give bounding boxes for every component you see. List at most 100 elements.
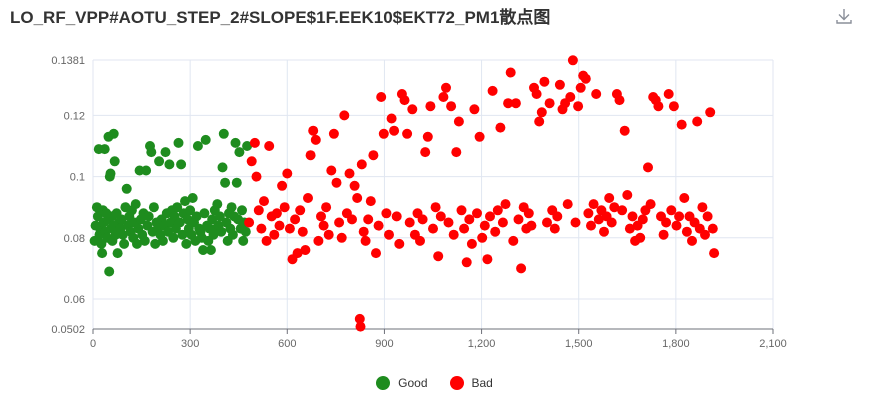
data-point-good[interactable] bbox=[117, 229, 128, 240]
data-point-bad[interactable] bbox=[604, 193, 615, 203]
data-point-bad[interactable] bbox=[562, 199, 573, 210]
data-point-bad[interactable] bbox=[567, 55, 578, 66]
data-point-good[interactable] bbox=[187, 193, 198, 203]
data-point-bad[interactable] bbox=[282, 168, 293, 179]
data-point-bad[interactable] bbox=[323, 229, 334, 240]
data-point-bad[interactable] bbox=[687, 235, 697, 246]
data-point-bad[interactable] bbox=[513, 214, 524, 225]
data-point-bad[interactable] bbox=[523, 208, 534, 219]
data-point-bad[interactable] bbox=[430, 202, 441, 213]
data-point-bad[interactable] bbox=[249, 137, 260, 148]
data-point-good[interactable] bbox=[216, 226, 227, 237]
data-point-good[interactable] bbox=[143, 211, 154, 222]
data-point-bad[interactable] bbox=[674, 211, 685, 222]
data-point-bad[interactable] bbox=[448, 229, 459, 240]
data-point-bad[interactable] bbox=[313, 235, 324, 246]
data-point-good[interactable] bbox=[99, 144, 110, 155]
data-point-bad[interactable] bbox=[300, 245, 311, 255]
data-point-bad[interactable] bbox=[580, 73, 591, 84]
data-point-bad[interactable] bbox=[497, 217, 508, 228]
data-point-bad[interactable] bbox=[510, 98, 521, 109]
data-point-bad[interactable] bbox=[246, 156, 257, 167]
data-point-bad[interactable] bbox=[259, 196, 269, 207]
data-point-good[interactable] bbox=[108, 128, 119, 139]
data-point-bad[interactable] bbox=[433, 251, 444, 262]
data-point-bad[interactable] bbox=[303, 193, 313, 203]
data-point-bad[interactable] bbox=[365, 196, 376, 207]
data-point-bad[interactable] bbox=[658, 229, 669, 240]
data-point-bad[interactable] bbox=[316, 211, 326, 222]
data-point-bad[interactable] bbox=[407, 104, 418, 115]
data-point-bad[interactable] bbox=[542, 217, 552, 228]
data-point-bad[interactable] bbox=[360, 235, 371, 246]
data-point-bad[interactable] bbox=[349, 180, 360, 191]
data-point-bad[interactable] bbox=[490, 226, 501, 237]
data-point-bad[interactable] bbox=[253, 205, 264, 216]
data-point-good[interactable] bbox=[214, 211, 225, 222]
data-point-bad[interactable] bbox=[453, 116, 464, 127]
data-point-bad[interactable] bbox=[609, 202, 620, 213]
data-point-good[interactable] bbox=[230, 137, 241, 148]
data-point-good[interactable] bbox=[227, 229, 238, 240]
data-point-good[interactable] bbox=[160, 147, 171, 158]
data-point-bad[interactable] bbox=[264, 141, 275, 151]
data-point-bad[interactable] bbox=[425, 101, 436, 112]
data-point-bad[interactable] bbox=[331, 177, 342, 188]
data-point-bad[interactable] bbox=[539, 76, 550, 87]
data-point-bad[interactable] bbox=[614, 95, 625, 106]
data-point-bad[interactable] bbox=[479, 220, 490, 231]
data-point-bad[interactable] bbox=[606, 217, 617, 228]
data-point-bad[interactable] bbox=[531, 89, 542, 99]
data-point-bad[interactable] bbox=[399, 95, 410, 106]
data-point-bad[interactable] bbox=[363, 214, 374, 225]
data-point-bad[interactable] bbox=[394, 238, 405, 249]
data-point-good[interactable] bbox=[119, 238, 130, 249]
data-point-good[interactable] bbox=[174, 217, 185, 228]
data-point-bad[interactable] bbox=[435, 211, 446, 222]
data-point-good[interactable] bbox=[185, 205, 196, 216]
data-point-bad[interactable] bbox=[526, 220, 537, 231]
data-point-bad[interactable] bbox=[422, 131, 433, 142]
data-point-good[interactable] bbox=[176, 159, 187, 170]
data-point-bad[interactable] bbox=[415, 235, 425, 246]
data-point-bad[interactable] bbox=[588, 199, 599, 210]
data-point-bad[interactable] bbox=[503, 98, 514, 109]
data-point-bad[interactable] bbox=[339, 110, 350, 121]
data-point-good[interactable] bbox=[148, 202, 159, 213]
data-point-good[interactable] bbox=[226, 202, 237, 213]
data-point-good[interactable] bbox=[97, 248, 108, 259]
data-point-good[interactable] bbox=[180, 196, 190, 207]
data-point-bad[interactable] bbox=[321, 202, 332, 213]
data-point-good[interactable] bbox=[130, 199, 141, 210]
data-point-good[interactable] bbox=[168, 232, 179, 243]
data-point-bad[interactable] bbox=[244, 217, 255, 228]
data-point-bad[interactable] bbox=[565, 92, 576, 102]
data-point-bad[interactable] bbox=[671, 220, 682, 231]
data-point-bad[interactable] bbox=[627, 211, 638, 222]
data-point-bad[interactable] bbox=[389, 125, 400, 136]
data-point-bad[interactable] bbox=[661, 217, 672, 228]
data-point-bad[interactable] bbox=[420, 147, 431, 158]
download-icon[interactable] bbox=[834, 6, 854, 26]
data-point-bad[interactable] bbox=[666, 205, 677, 216]
data-point-bad[interactable] bbox=[279, 202, 290, 213]
data-point-bad[interactable] bbox=[277, 180, 288, 191]
legend-item-bad[interactable]: Bad bbox=[449, 376, 493, 390]
data-point-bad[interactable] bbox=[663, 89, 674, 99]
data-point-bad[interactable] bbox=[284, 223, 295, 234]
data-point-bad[interactable] bbox=[271, 208, 282, 219]
data-point-bad[interactable] bbox=[645, 199, 656, 210]
data-point-good[interactable] bbox=[191, 211, 202, 222]
data-point-bad[interactable] bbox=[261, 235, 272, 246]
data-point-good[interactable] bbox=[157, 235, 168, 246]
data-point-bad[interactable] bbox=[707, 223, 718, 234]
data-point-good[interactable] bbox=[141, 165, 152, 176]
data-point-good[interactable] bbox=[207, 214, 218, 225]
data-point-bad[interactable] bbox=[487, 85, 498, 96]
data-point-bad[interactable] bbox=[709, 248, 720, 259]
data-point-good[interactable] bbox=[132, 238, 142, 249]
data-point-bad[interactable] bbox=[544, 98, 555, 109]
data-point-good[interactable] bbox=[199, 208, 210, 219]
data-point-good[interactable] bbox=[192, 141, 203, 151]
data-point-bad[interactable] bbox=[676, 119, 687, 130]
